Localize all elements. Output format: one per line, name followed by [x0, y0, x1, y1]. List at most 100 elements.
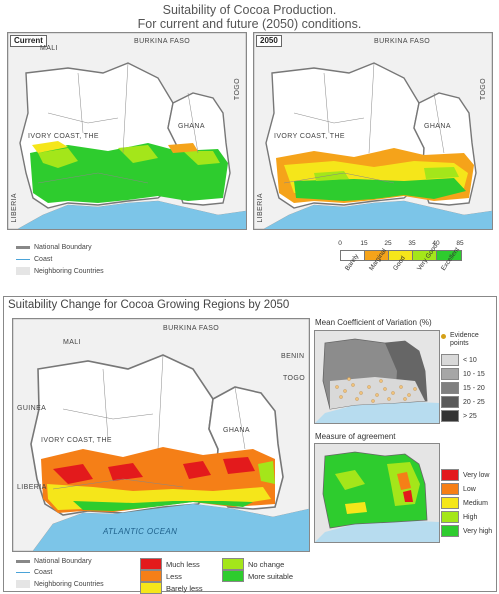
label-liberia: LIBERIA [11, 193, 18, 223]
boundary-swatch [16, 246, 30, 249]
cv-key-label: 20 - 25 [463, 398, 485, 406]
label-ghana: GHANA [424, 123, 451, 130]
change-swatch [222, 570, 244, 582]
agreement-swatch [441, 483, 459, 495]
label-liberia: LIBERIA [17, 484, 47, 491]
neighbor-swatch [16, 580, 30, 588]
label-ghana: GHANA [178, 123, 205, 130]
label-burkina-faso: BURKINA FASO [163, 325, 220, 332]
label-ivory-coast: IVORY COAST, THE [274, 133, 345, 140]
legend-label: Neighboring Countries [34, 580, 104, 588]
change-key-label: Much less [166, 559, 200, 569]
change-swatch [222, 558, 244, 570]
future-map-graphic [254, 33, 492, 229]
coast-swatch [16, 571, 30, 574]
scale-break-label: 85 [456, 240, 464, 247]
label-burkina-faso: BURKINA FASO [374, 38, 431, 45]
cv-swatch [441, 382, 459, 394]
legend-label: Coast [34, 256, 53, 263]
current-suitability-map: Current MALI BURKINA FASO TOGO IVORY COA… [7, 32, 247, 230]
cv-inset-map [314, 330, 440, 424]
future-suitability-map: 2050 BURKINA FASO TOGO IVORY COAST, THE … [253, 32, 493, 230]
cv-key-label: > 25 [463, 412, 477, 420]
boundary-swatch [16, 560, 30, 563]
legend-coast: Coast [16, 569, 52, 576]
label-liberia: LIBERIA [257, 193, 264, 223]
change-key-label: No change [248, 559, 285, 569]
change-section-frame [3, 296, 497, 592]
legend-label: Coast [34, 569, 53, 576]
label-atlantic-ocean: ATLANTIC OCEAN [103, 527, 178, 536]
label-togo: TOGO [283, 375, 306, 382]
change-swatch [140, 582, 162, 594]
label-togo: TOGO [234, 78, 241, 101]
neighbor-swatch [16, 267, 30, 275]
scale-break-label: 40 [432, 240, 440, 247]
agreement-swatch [441, 497, 459, 509]
change-map-graphic [13, 319, 309, 551]
agreement-key-row: Very low [441, 469, 489, 481]
current-map-graphic [8, 33, 246, 229]
cv-key-row: 15 - 20 [441, 382, 485, 394]
scale-break-label: 15 [360, 240, 368, 247]
agreement-inset-title: Measure of agreement [315, 432, 396, 441]
label-mali: MALI [63, 339, 81, 346]
map-title-line1: Suitability of Cocoa Production. [162, 3, 337, 17]
label-burkina-faso: BURKINA FASO [134, 38, 191, 45]
change-key-label: Barely less [166, 583, 203, 593]
change-key-row: No change [222, 558, 284, 570]
cv-key-row: > 25 [441, 410, 477, 422]
cv-key-label: < 10 [463, 356, 477, 364]
agreement-swatch [441, 469, 459, 481]
agreement-inset-graphic [315, 444, 439, 542]
legend-label: National Boundary [34, 558, 92, 565]
legend-coast: Coast [16, 256, 52, 263]
change-section-title: Suitability Change for Cocoa Growing Reg… [8, 299, 290, 311]
agreement-key-row: Low [441, 483, 476, 495]
agreement-key-label: Low [463, 485, 476, 493]
agreement-inset-map [314, 443, 440, 543]
legend-label: National Boundary [34, 244, 92, 251]
evidence-points-key: Evidence points [441, 332, 488, 348]
legend-neighboring-countries: Neighboring Countries [16, 267, 104, 275]
scale-swatch [436, 250, 462, 261]
label-ivory-coast: IVORY COAST, THE [28, 133, 99, 140]
agreement-key-row: High [441, 511, 477, 523]
cv-key-label: 15 - 20 [463, 384, 485, 392]
label-ghana: GHANA [223, 427, 250, 434]
agreement-swatch [441, 525, 459, 537]
change-key-row: Barely less [140, 582, 203, 594]
label-benin: BENIN [281, 353, 305, 360]
label-mali: MALI [40, 45, 58, 52]
coast-swatch [16, 258, 30, 261]
future-panel-tag: 2050 [256, 35, 282, 47]
legend-label: Neighboring Countries [34, 267, 104, 275]
agreement-key-label: Medium [463, 499, 488, 507]
change-key-label: Less [166, 571, 182, 581]
label-ivory-coast: IVORY COAST, THE [41, 437, 112, 444]
cv-swatch [441, 396, 459, 408]
change-key-row: More suitable [222, 570, 293, 582]
agreement-swatch [441, 511, 459, 523]
agreement-key-row: Very high [441, 525, 492, 537]
cv-inset-title: Mean Coefficient of Variation (%) [315, 318, 432, 327]
scale-break-label: 35 [408, 240, 416, 247]
scale-break-label: 0 [338, 240, 342, 247]
legend-national-boundary: National Boundary [16, 244, 92, 251]
change-swatch [140, 558, 162, 570]
cv-swatch [441, 410, 459, 422]
label-guinea: GUINEA [17, 405, 47, 412]
change-swatch [140, 570, 162, 582]
map-title-line2: For current and future (2050) conditions… [137, 17, 362, 31]
legend-neighboring-countries: Neighboring Countries [16, 580, 104, 588]
cv-key-label: 10 - 15 [463, 370, 485, 378]
agreement-key-label: Very low [463, 471, 490, 479]
cv-key-row: 20 - 25 [441, 396, 485, 408]
evidence-point-icon [441, 333, 446, 339]
change-key-row: Much less [140, 558, 200, 570]
cv-swatch [441, 354, 459, 366]
cv-key-row: < 10 [441, 354, 477, 366]
change-map: MALI BURKINA FASO BENIN TOGO GUINEA IVOR… [12, 318, 310, 552]
change-key-label: More suitable [248, 571, 294, 581]
agreement-key-row: Medium [441, 497, 488, 509]
